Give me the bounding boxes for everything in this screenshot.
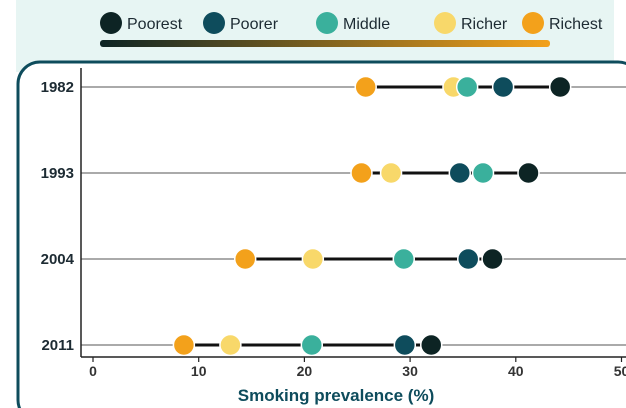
point-middle-1982 (455, 75, 479, 99)
point-richest-1982 (354, 75, 377, 99)
point-poorest-2011 (419, 333, 443, 357)
point-poorer-2011 (393, 333, 417, 357)
x-tick-label: 50 (614, 363, 626, 379)
row-2004: 2004 (41, 247, 626, 271)
x-tick-label: 10 (191, 363, 207, 379)
year-label: 1982 (41, 79, 74, 96)
point-richest-1993 (350, 161, 373, 185)
point-poorer-1993 (448, 161, 472, 185)
point-middle-2011 (300, 333, 324, 357)
point-richer-2004 (301, 247, 325, 271)
point-middle-2004 (392, 247, 416, 271)
year-label: 2011 (41, 337, 74, 354)
legend-label-middle: Middle (343, 16, 390, 33)
plot-area: 1982 1993 2004 2011 0 10 20 30 40 50 (41, 68, 626, 379)
row-1993: 1993 (41, 161, 626, 185)
point-poorest-2004 (481, 247, 504, 271)
x-tick-label: 30 (402, 363, 418, 379)
point-poorer-1982 (491, 75, 515, 99)
x-tick-label: 20 (297, 363, 313, 379)
legend-marker-richest (522, 12, 544, 34)
legend-label-poorer: Poorer (230, 16, 279, 33)
point-poorest-1982 (548, 75, 572, 99)
point-poorest-1993 (517, 161, 540, 185)
x-tick-label: 0 (89, 363, 97, 379)
x-tick-label: 40 (508, 363, 524, 379)
legend-label-richest: Richest (549, 16, 603, 33)
row-1982: 1982 (41, 75, 626, 99)
chart-frame (16, 60, 626, 408)
legend-marker-poorer (203, 12, 225, 34)
point-richer-1993 (379, 161, 403, 185)
point-richer-2011 (219, 333, 242, 357)
legend-label-poorest: Poorest (127, 16, 183, 33)
legend-gradient-bar (100, 40, 550, 47)
legend-marker-middle (316, 12, 338, 34)
legend-label-richer: Richer (461, 16, 508, 33)
point-richest-2004 (233, 247, 257, 271)
legend: Poorest Poorer Middle Richer Richest (100, 12, 603, 34)
point-richest-2011 (172, 333, 196, 357)
legend-marker-poorest (100, 12, 122, 34)
x-axis-title: Smoking prevalence (%) (238, 386, 435, 405)
background-panel (16, 0, 614, 72)
point-poorer-2004 (456, 247, 480, 271)
year-label: 2004 (41, 251, 75, 268)
row-2011: 2011 (41, 333, 626, 357)
point-middle-1993 (471, 161, 495, 185)
legend-marker-richer (434, 12, 456, 34)
year-label: 1993 (41, 165, 74, 182)
